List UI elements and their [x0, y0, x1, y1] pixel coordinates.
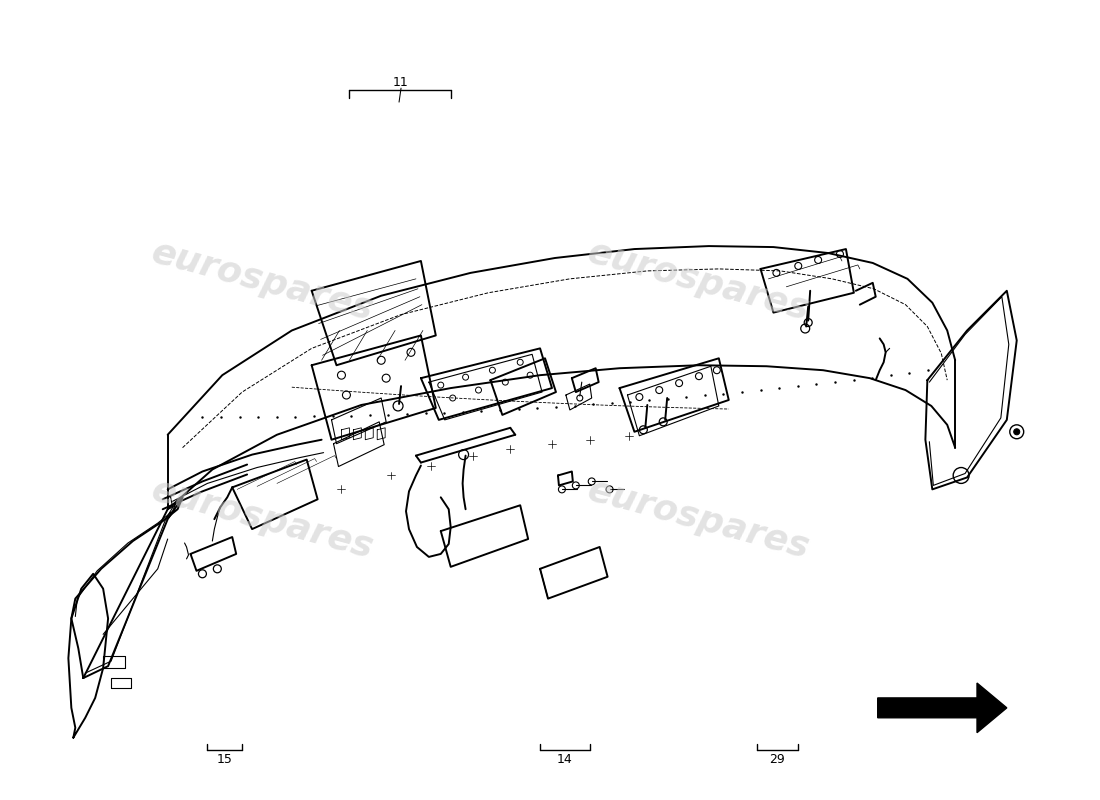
Text: 11: 11 [393, 76, 409, 89]
Text: 29: 29 [770, 753, 785, 766]
Text: eurospares: eurospares [584, 473, 814, 565]
Text: eurospares: eurospares [584, 235, 814, 327]
Text: eurospares: eurospares [147, 235, 377, 327]
Polygon shape [878, 683, 1006, 733]
Text: 14: 14 [557, 753, 573, 766]
Text: 15: 15 [217, 753, 232, 766]
Circle shape [1014, 429, 1020, 434]
Text: eurospares: eurospares [147, 473, 377, 565]
